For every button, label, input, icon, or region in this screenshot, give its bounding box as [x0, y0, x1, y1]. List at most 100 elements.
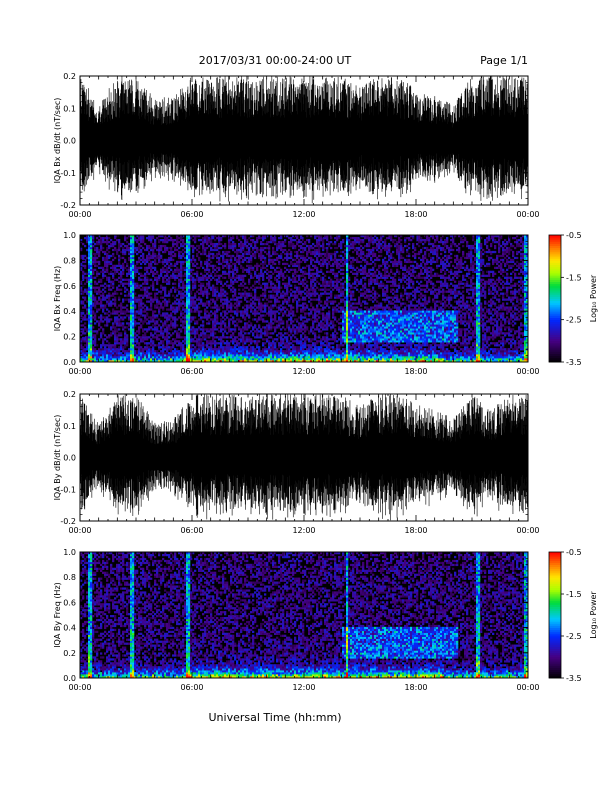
- spectrogram-cell: [84, 336, 87, 339]
- spectrogram-cell: [204, 304, 207, 307]
- spectrogram-cell: [188, 262, 191, 266]
- spectrogram-cell: [212, 270, 215, 273]
- spectrogram-cell: [300, 316, 303, 319]
- spectrogram-cell: [120, 282, 123, 285]
- spectrogram-cell: [104, 250, 107, 254]
- spectrogram-cell: [94, 246, 97, 250]
- spectrogram-cell: [126, 298, 129, 301]
- spectrogram-cell: [108, 292, 111, 295]
- spectrogram-cell: [278, 286, 281, 289]
- spectrogram-cell: [214, 272, 217, 275]
- spectrogram-cell: [296, 338, 299, 341]
- spectrogram-cell: [162, 350, 165, 353]
- spectrogram-cell: [176, 306, 179, 309]
- spectrogram-cell: [148, 286, 151, 289]
- spectrogram-cell: [254, 340, 257, 343]
- spectrogram-cell: [184, 330, 187, 333]
- spectrogram-cell: [104, 256, 107, 260]
- spectrogram-cell: [124, 346, 127, 349]
- spectrogram-cell: [318, 310, 321, 313]
- spectrogram-cell: [172, 270, 175, 273]
- spectrogram-cell: [190, 320, 193, 323]
- spectrogram-cell: [264, 338, 267, 341]
- spectrogram-cell: [128, 356, 131, 359]
- spectrogram-cell: [90, 334, 93, 337]
- spectrogram-cell: [208, 346, 211, 349]
- spectrogram-cell: [256, 346, 259, 349]
- spectrogram-cell: [138, 358, 141, 361]
- spectrogram-cell: [134, 336, 137, 339]
- spectrogram-cell: [132, 360, 135, 363]
- spectrogram-cell: [246, 322, 249, 325]
- spectrogram-cell: [90, 324, 93, 327]
- spectrogram-cell: [88, 352, 91, 355]
- spectrogram-cell: [228, 240, 231, 244]
- spectrogram-cell: [300, 308, 303, 311]
- spectrogram-cell: [304, 320, 307, 323]
- spectrogram-cell: [206, 358, 209, 361]
- spectrogram-cell: [224, 290, 227, 293]
- spectrogram-cell: [104, 260, 107, 264]
- spectrogram-cell: [304, 314, 307, 317]
- spectrogram-cell: [222, 276, 225, 279]
- spectrogram-cell: [302, 298, 305, 301]
- spectrogram-cell: [184, 290, 187, 293]
- spectrogram-cell: [204, 312, 207, 315]
- spectrogram-cell: [214, 310, 217, 313]
- spectrogram-cell: [114, 360, 117, 363]
- spectrogram-cell: [230, 306, 233, 309]
- spectrogram-cell: [106, 320, 109, 323]
- spectrogram-cell: [124, 260, 127, 264]
- spectrogram-cell: [88, 270, 91, 273]
- spectrogram-cell: [246, 264, 249, 268]
- spectrogram-cell: [268, 280, 271, 283]
- spectrogram-cell: [186, 342, 189, 345]
- spectrogram-cell: [234, 280, 237, 283]
- spectrogram-cell: [246, 324, 249, 327]
- spectrogram-cell: [120, 242, 123, 246]
- spectrogram-cell: [134, 356, 137, 359]
- spectrogram-cell: [172, 254, 175, 258]
- spectrogram-cell: [136, 262, 139, 266]
- x-tick-label: 18:00: [404, 210, 427, 219]
- spectrogram-cell: [106, 300, 109, 303]
- spectrogram-cell: [126, 314, 129, 317]
- spectrogram-cell: [248, 304, 251, 307]
- spectrogram-cell: [88, 294, 91, 297]
- spectrogram-cell: [182, 268, 185, 272]
- spectrogram-cell: [298, 240, 301, 244]
- spectrogram-cell: [244, 256, 247, 260]
- spectrogram-cell: [116, 330, 119, 333]
- spectrogram-cell: [288, 328, 291, 331]
- spectrogram-cell: [144, 314, 147, 317]
- spectrogram-cell: [296, 340, 299, 343]
- spectrogram-cell: [210, 360, 213, 363]
- spectrogram-cell: [174, 274, 177, 277]
- spectrogram-cell: [250, 322, 253, 325]
- spectrogram-cell: [140, 288, 143, 291]
- spectrogram-cell: [130, 358, 133, 361]
- spectrogram-cell: [178, 236, 181, 240]
- y-axis-label: IQA Bx dB/dt (nT/sec): [53, 98, 62, 184]
- spectrogram-cell: [276, 340, 279, 343]
- spectrogram-cell: [308, 338, 311, 341]
- spectrogram-cell: [226, 258, 229, 262]
- spectrogram-cell: [196, 270, 199, 273]
- spectrogram-cell: [180, 354, 183, 357]
- spectrogram-cell: [146, 330, 149, 333]
- spectrogram-cell: [304, 352, 307, 355]
- spectrogram-cell: [100, 352, 103, 355]
- spectrogram-cell: [288, 324, 291, 327]
- spectrogram-cell: [282, 290, 285, 293]
- spectrogram-cell: [180, 312, 183, 315]
- spectrogram-cell: [312, 356, 315, 359]
- spectrogram-cell: [268, 244, 271, 248]
- spectrogram-cell: [224, 358, 227, 361]
- spectrogram-cell: [180, 260, 183, 264]
- spectrogram-cell: [250, 350, 253, 353]
- spectrogram-cell: [268, 324, 271, 327]
- spectrogram-cell: [146, 336, 149, 339]
- spectrogram-cell: [112, 308, 115, 311]
- spectrogram-cell: [138, 352, 141, 355]
- spectrogram-cell: [224, 336, 227, 339]
